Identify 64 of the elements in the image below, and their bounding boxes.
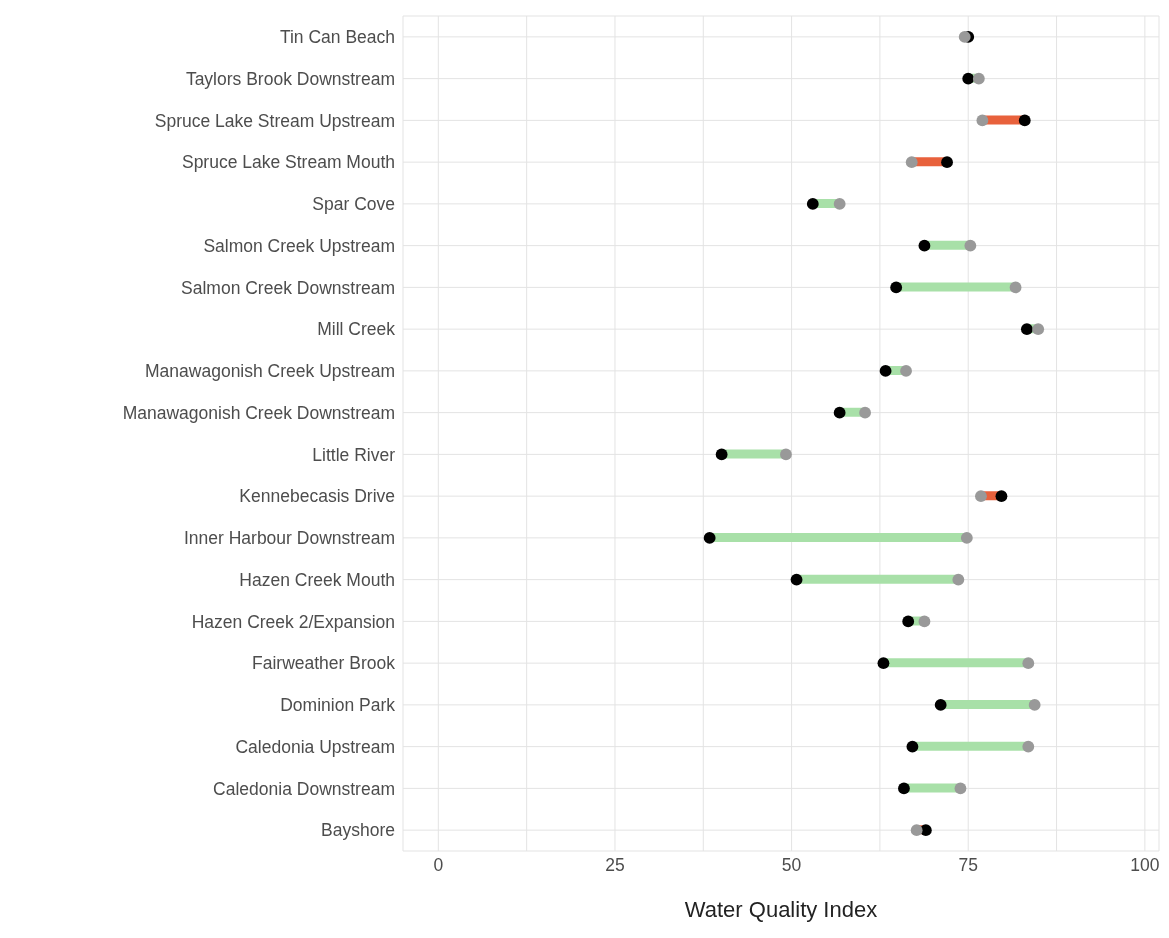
y-tick-label: Caledonia Downstream: [213, 778, 395, 799]
point: [833, 197, 846, 210]
point: [1032, 323, 1045, 336]
x-tick-label: 0: [433, 855, 444, 876]
y-tick-label: Hazen Creek 2/Expansion: [191, 611, 395, 632]
point: [962, 72, 975, 85]
point: [964, 239, 977, 252]
y-tick-label: Little River: [312, 444, 396, 465]
point: [1018, 114, 1031, 127]
point: [960, 531, 973, 544]
y-tick-label: Bayshore: [321, 820, 395, 841]
point: [972, 72, 985, 85]
point: [1028, 698, 1041, 711]
point: [1020, 323, 1033, 336]
y-tick-label: Manawagonish Creek Upstream: [145, 361, 395, 382]
point: [918, 239, 931, 252]
y-tick-label: Spruce Lake Stream Mouth: [181, 152, 395, 173]
point: [906, 740, 919, 753]
point: [910, 824, 923, 837]
point: [976, 114, 989, 127]
point: [715, 448, 728, 461]
y-tick-label: Mill Creek: [317, 319, 396, 340]
x-tick-label: 100: [1130, 855, 1160, 876]
point: [877, 657, 890, 670]
y-tick-label: Salmon Creek Upstream: [203, 235, 395, 256]
point: [902, 615, 915, 628]
y-tick-label: Inner Harbour Downstream: [183, 528, 395, 549]
y-tick-label: Hazen Creek Mouth: [239, 569, 395, 590]
y-tick-label: Manawagonish Creek Downstream: [122, 402, 395, 423]
point: [995, 490, 1008, 503]
y-tick-label: Tin Can Beach: [279, 27, 395, 48]
y-tick-label: Dominion Park: [280, 695, 396, 716]
point: [806, 197, 819, 210]
x-tick-label: 75: [958, 855, 978, 876]
point: [780, 448, 792, 461]
y-tick-label: Caledonia Upstream: [235, 736, 395, 757]
point: [1009, 281, 1022, 294]
point: [941, 156, 953, 169]
point: [833, 406, 846, 419]
point: [790, 573, 803, 586]
point: [703, 531, 716, 544]
point: [898, 782, 910, 795]
y-tick-label: Spruce Lake Stream Upstream: [154, 110, 395, 131]
point: [890, 281, 903, 294]
y-tick-label: Taylors Brook Downstream: [185, 68, 395, 89]
y-tick-label: Fairweather Brook: [252, 653, 396, 674]
point: [934, 698, 947, 711]
point: [879, 364, 892, 377]
point: [952, 573, 965, 586]
point: [905, 156, 918, 169]
x-axis-title: Water Quality Index: [684, 897, 878, 922]
point: [1022, 740, 1035, 753]
x-tick-label: 25: [605, 855, 625, 876]
point: [954, 782, 967, 795]
point: [975, 490, 987, 503]
y-tick-label: Kennebecasis Drive: [239, 486, 395, 507]
point: [918, 615, 931, 628]
point: [1022, 657, 1035, 670]
y-tick-label: Spar Cove: [312, 194, 395, 215]
point: [958, 30, 971, 43]
y-tick-label: Salmon Creek Downstream: [181, 277, 395, 298]
x-tick-label: 50: [781, 855, 802, 876]
point: [859, 406, 871, 419]
point: [900, 364, 912, 377]
